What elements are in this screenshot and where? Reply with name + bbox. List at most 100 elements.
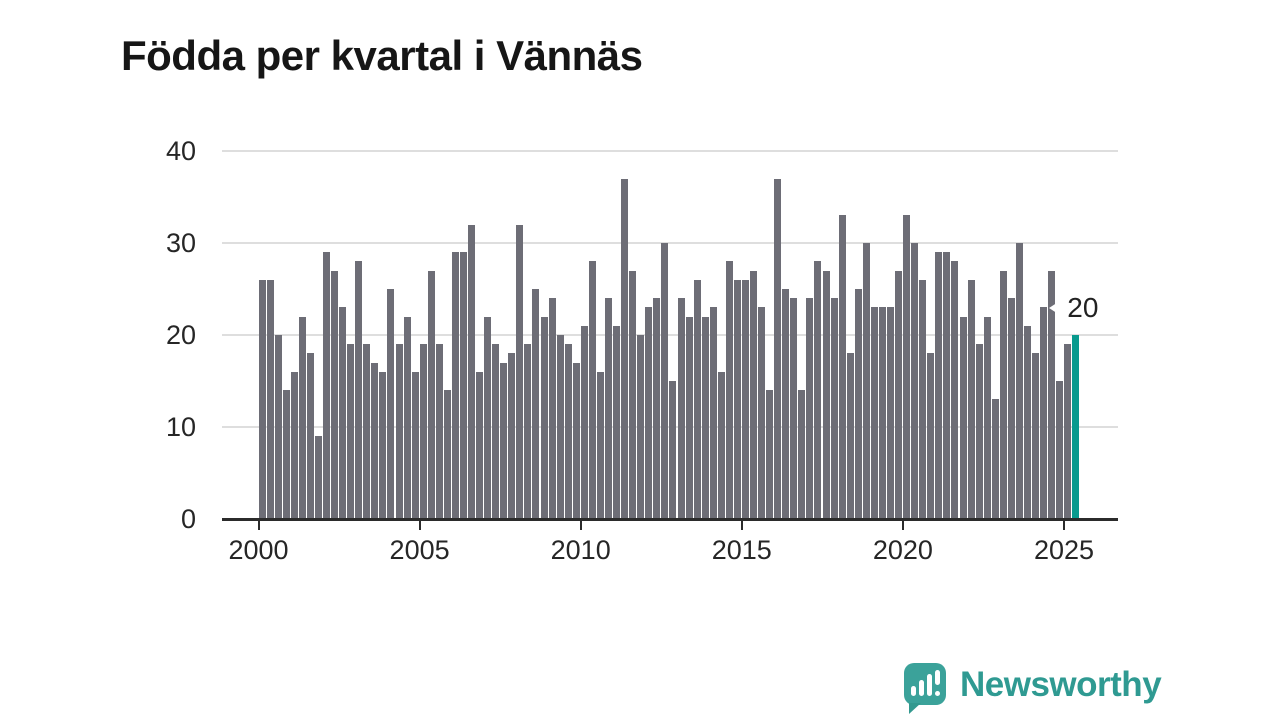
bar bbox=[733, 279, 741, 519]
bar bbox=[314, 436, 322, 519]
bar bbox=[532, 289, 540, 519]
bar bbox=[572, 362, 580, 519]
x-axis-label: 2025 bbox=[1033, 535, 1095, 565]
bar-glyph-small bbox=[911, 686, 916, 696]
x-axis-tick bbox=[740, 521, 743, 530]
bar bbox=[258, 279, 266, 519]
bar bbox=[290, 371, 298, 519]
x-axis-tick bbox=[418, 521, 421, 530]
bar-glyph-medium bbox=[919, 680, 924, 696]
x-axis-label: 2010 bbox=[550, 535, 611, 565]
bar bbox=[669, 381, 677, 519]
bar bbox=[331, 270, 338, 519]
bar bbox=[830, 298, 838, 519]
bar bbox=[886, 307, 894, 519]
bar bbox=[1015, 243, 1023, 519]
x-axis-tick bbox=[901, 521, 904, 530]
bar bbox=[661, 243, 669, 519]
bar bbox=[919, 279, 927, 519]
bar bbox=[927, 353, 935, 519]
y-axis-label: 40 bbox=[165, 136, 196, 166]
bar bbox=[717, 371, 725, 519]
bar bbox=[379, 371, 387, 519]
newsworthy-bubble-chart-icon bbox=[904, 663, 946, 714]
y-axis-label: 10 bbox=[165, 412, 196, 442]
bar bbox=[451, 252, 459, 519]
x-axis-tick bbox=[257, 521, 260, 530]
bar bbox=[387, 289, 395, 519]
bar bbox=[878, 307, 886, 519]
bar bbox=[443, 390, 451, 519]
bar bbox=[1032, 353, 1039, 519]
x-axis-tick bbox=[1063, 521, 1065, 530]
bar bbox=[298, 316, 306, 519]
bar bbox=[500, 362, 508, 519]
page-title: Födda per kvartal i Vännäs bbox=[121, 32, 643, 80]
bar bbox=[459, 252, 467, 519]
bar bbox=[1007, 298, 1015, 519]
bar bbox=[782, 289, 790, 519]
bar bbox=[516, 224, 524, 519]
bar bbox=[605, 298, 612, 519]
bar bbox=[838, 215, 846, 519]
callout-value: 20 bbox=[1067, 292, 1099, 323]
bar bbox=[266, 279, 274, 519]
bar bbox=[306, 353, 314, 519]
bar bbox=[580, 325, 588, 519]
bar bbox=[1023, 325, 1031, 519]
bar bbox=[991, 399, 999, 519]
bar bbox=[685, 316, 693, 519]
bar bbox=[846, 353, 854, 519]
exclamation-dot bbox=[935, 691, 940, 696]
x-axis-tick bbox=[579, 521, 582, 530]
callout-pointer-icon bbox=[1049, 299, 1064, 317]
y-axis-label: 30 bbox=[165, 228, 196, 258]
bar bbox=[975, 344, 983, 519]
bar bbox=[653, 298, 661, 519]
highlighted-bar bbox=[1072, 335, 1080, 519]
bar bbox=[854, 289, 862, 519]
bar bbox=[556, 335, 564, 519]
bar bbox=[621, 178, 629, 519]
bar bbox=[637, 335, 645, 519]
bar bbox=[1056, 381, 1064, 519]
bar bbox=[613, 325, 620, 519]
bar bbox=[347, 344, 355, 519]
bar bbox=[548, 298, 556, 519]
bar bbox=[983, 316, 991, 519]
bar bbox=[371, 362, 379, 519]
x-axis-label: 2015 bbox=[711, 535, 772, 565]
bar bbox=[476, 371, 483, 519]
bar bbox=[774, 178, 782, 519]
bar bbox=[282, 390, 290, 519]
bar bbox=[323, 252, 330, 519]
gridline bbox=[222, 334, 1118, 336]
gridline bbox=[222, 150, 1118, 152]
bar bbox=[943, 252, 951, 519]
bar bbox=[870, 307, 878, 519]
bar bbox=[395, 344, 403, 519]
bar bbox=[588, 261, 596, 519]
bar bbox=[339, 307, 347, 519]
bar bbox=[1048, 270, 1056, 519]
logo-wordmark: Newsworthy bbox=[960, 665, 1162, 704]
bar bbox=[468, 224, 475, 519]
bar bbox=[750, 270, 757, 519]
bar bbox=[564, 344, 572, 519]
bar bbox=[435, 344, 443, 519]
bar bbox=[701, 316, 709, 519]
bar bbox=[411, 371, 419, 519]
bar bbox=[951, 261, 959, 519]
bar bbox=[766, 390, 774, 519]
bar bbox=[540, 316, 548, 519]
bar bbox=[725, 261, 733, 519]
bar bbox=[911, 243, 919, 519]
bar bbox=[645, 307, 653, 519]
bar bbox=[403, 316, 411, 519]
bar bbox=[427, 270, 435, 519]
bar bbox=[1064, 344, 1072, 519]
bar bbox=[935, 252, 943, 519]
bar bbox=[355, 261, 363, 519]
bar bbox=[862, 243, 870, 519]
